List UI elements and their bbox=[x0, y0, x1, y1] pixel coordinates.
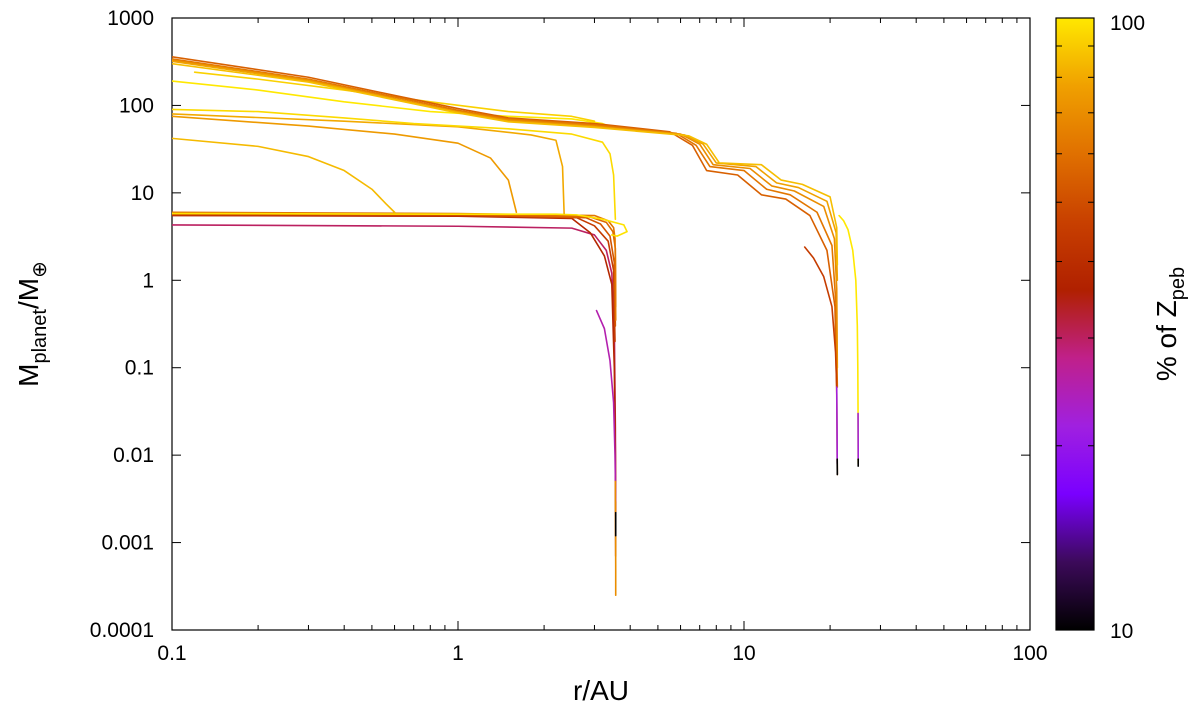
y-tick-label: 0.001 bbox=[101, 532, 154, 555]
series-line bbox=[172, 225, 616, 516]
series-line bbox=[172, 138, 395, 212]
y-tick-label: 100 bbox=[119, 94, 154, 117]
x-tick-label: 10 bbox=[732, 642, 755, 665]
y-axis-title-main: M bbox=[13, 364, 44, 387]
colorbar-title-prefix: % of Z bbox=[1151, 300, 1182, 381]
series-line bbox=[172, 61, 837, 280]
x-tick-label: 100 bbox=[1012, 642, 1047, 665]
series-line bbox=[172, 215, 615, 342]
colorbar-title: % of Zpeb bbox=[1151, 267, 1189, 381]
colorbar-min-label: 10 bbox=[1110, 620, 1133, 643]
series-line bbox=[172, 59, 837, 387]
axis-ticks bbox=[172, 18, 1030, 630]
y-axis-title-slash: /M bbox=[13, 278, 44, 309]
series-line bbox=[805, 247, 837, 387]
x-tick-label: 1 bbox=[452, 642, 464, 665]
x-axis-title: r/AU bbox=[573, 675, 629, 706]
y-tick-label: 0.1 bbox=[125, 357, 154, 380]
x-tick-label: 0.1 bbox=[157, 642, 186, 665]
tick-labels: 0.1 1 10 100 0.0001 0.001 0.01 0.1 1 10 100 1000 bbox=[90, 7, 1048, 665]
y-tick-label: 0.01 bbox=[113, 444, 154, 467]
series-line bbox=[839, 216, 858, 464]
y-axis-title-sub2: ⊕ bbox=[29, 261, 51, 278]
series-line bbox=[172, 64, 837, 265]
series-line bbox=[172, 213, 616, 307]
y-axis-title: Mplanet/M⊕ bbox=[13, 261, 51, 387]
colorbar-title-sub: peb bbox=[1167, 267, 1189, 300]
plot-frame bbox=[172, 18, 1030, 630]
y-tick-label: 10 bbox=[131, 182, 154, 205]
series-group bbox=[172, 57, 858, 595]
series-line bbox=[172, 109, 615, 219]
y-tick-label: 1000 bbox=[107, 7, 154, 30]
series-line bbox=[172, 116, 516, 212]
y-axis-title-sub1: planet bbox=[29, 309, 51, 364]
y-tick-label: 1 bbox=[142, 269, 154, 292]
series-line bbox=[172, 216, 616, 557]
colorbar-max-label: 100 bbox=[1110, 12, 1145, 35]
colorbar bbox=[1056, 18, 1094, 630]
series-line bbox=[172, 214, 615, 326]
y-tick-label: 0.0001 bbox=[90, 619, 154, 642]
